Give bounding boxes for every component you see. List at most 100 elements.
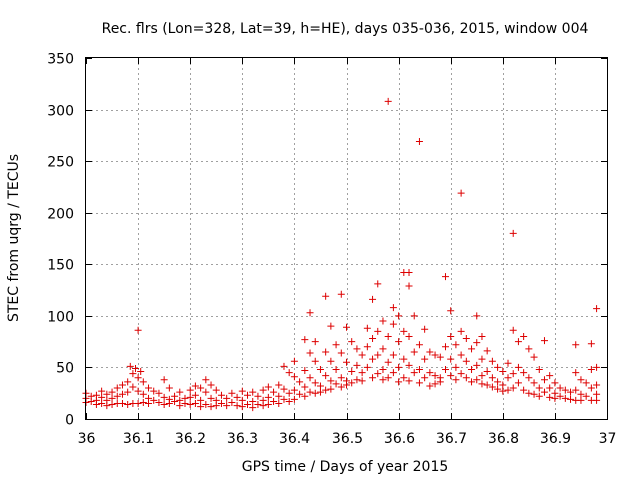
data-point (322, 386, 330, 394)
data-point (504, 386, 512, 394)
data-point (473, 339, 481, 347)
data-point (478, 372, 486, 380)
data-point (160, 393, 168, 401)
data-point (228, 389, 236, 397)
data-point (567, 388, 575, 396)
data-point (223, 394, 231, 402)
data-point (150, 396, 158, 404)
data-point (363, 363, 371, 371)
data-point (129, 383, 137, 391)
data-point (118, 400, 126, 408)
data-point (322, 372, 330, 380)
data-point (447, 332, 455, 340)
data-point (337, 290, 345, 298)
y-tick-label: 0 (65, 413, 74, 429)
data-point (285, 369, 293, 377)
data-point (499, 381, 507, 389)
data-point (290, 373, 298, 381)
data-point (327, 385, 335, 393)
data-point (468, 378, 476, 386)
data-point (348, 338, 356, 346)
data-point (244, 401, 252, 409)
data-point (118, 381, 126, 389)
data-point (577, 390, 585, 398)
y-tick-label: 250 (47, 155, 74, 171)
data-point (488, 383, 496, 391)
data-point (290, 357, 298, 365)
x-tick-label: 36.7 (436, 431, 467, 447)
data-point (285, 389, 293, 397)
data-point (431, 380, 439, 388)
y-tick-label: 300 (47, 104, 74, 120)
data-point (410, 312, 418, 320)
data-point (139, 390, 147, 398)
data-point (343, 358, 350, 366)
data-point (353, 376, 361, 384)
data-point (316, 382, 324, 390)
data-point (306, 374, 314, 382)
data-point (155, 398, 163, 406)
data-point (197, 396, 205, 404)
data-point (186, 393, 194, 401)
data-point (306, 349, 314, 357)
data-point (494, 385, 502, 393)
x-tick-label: 36.6 (384, 431, 415, 447)
data-point (176, 402, 184, 410)
data-point (478, 332, 486, 340)
data-point (447, 372, 455, 380)
data-point (520, 386, 528, 394)
data-point (311, 379, 319, 387)
data-point (395, 312, 403, 320)
data-point (546, 384, 554, 392)
data-point (108, 394, 116, 402)
data-point (369, 374, 377, 382)
data-point (556, 392, 564, 400)
data-point (421, 374, 429, 382)
data-point (483, 368, 491, 376)
data-point (462, 374, 470, 382)
data-point (259, 386, 267, 394)
data-point (103, 390, 111, 398)
data-point (280, 385, 288, 393)
x-tick-label: 36.8 (488, 431, 519, 447)
data-point (322, 292, 330, 300)
data-point (540, 388, 548, 396)
data-point (337, 349, 345, 357)
data-point (587, 365, 595, 373)
data-point (259, 402, 267, 410)
axis-ticks (86, 58, 608, 420)
data-point (98, 393, 106, 401)
data-point (212, 402, 220, 410)
data-point (509, 384, 517, 392)
data-point (118, 390, 126, 398)
data-point (457, 327, 465, 335)
data-point (462, 335, 470, 343)
data-point (540, 376, 548, 384)
data-point (358, 351, 366, 359)
data-point (488, 357, 496, 365)
data-point (343, 381, 350, 389)
data-point (415, 379, 423, 387)
data-point (134, 326, 142, 334)
data-point (525, 374, 533, 382)
data-point (108, 388, 116, 396)
data-point (426, 348, 434, 356)
data-point (202, 401, 210, 409)
data-point (280, 395, 288, 403)
x-tick-label: 36 (78, 431, 96, 447)
data-point (296, 390, 304, 398)
data-point (494, 378, 502, 386)
data-points (82, 97, 601, 412)
data-point (129, 370, 137, 378)
data-point (593, 390, 601, 398)
data-point (316, 388, 324, 396)
data-point (358, 377, 366, 385)
x-tick-label: 36.2 (175, 431, 206, 447)
data-point (374, 280, 382, 288)
data-point (202, 388, 210, 396)
data-point (514, 338, 522, 346)
data-point (197, 403, 205, 411)
data-point (103, 402, 111, 410)
data-point (87, 397, 95, 405)
data-point (369, 355, 377, 363)
